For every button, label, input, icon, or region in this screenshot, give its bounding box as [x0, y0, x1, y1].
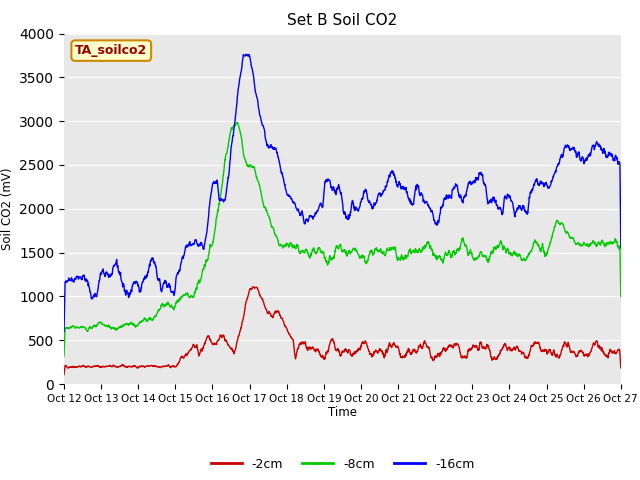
Title: Set B Soil CO2: Set B Soil CO2 [287, 13, 397, 28]
Text: TA_soilco2: TA_soilco2 [75, 44, 147, 57]
Y-axis label: Soil CO2 (mV): Soil CO2 (mV) [1, 168, 13, 250]
X-axis label: Time: Time [328, 407, 357, 420]
Legend: -2cm, -8cm, -16cm: -2cm, -8cm, -16cm [205, 453, 479, 476]
